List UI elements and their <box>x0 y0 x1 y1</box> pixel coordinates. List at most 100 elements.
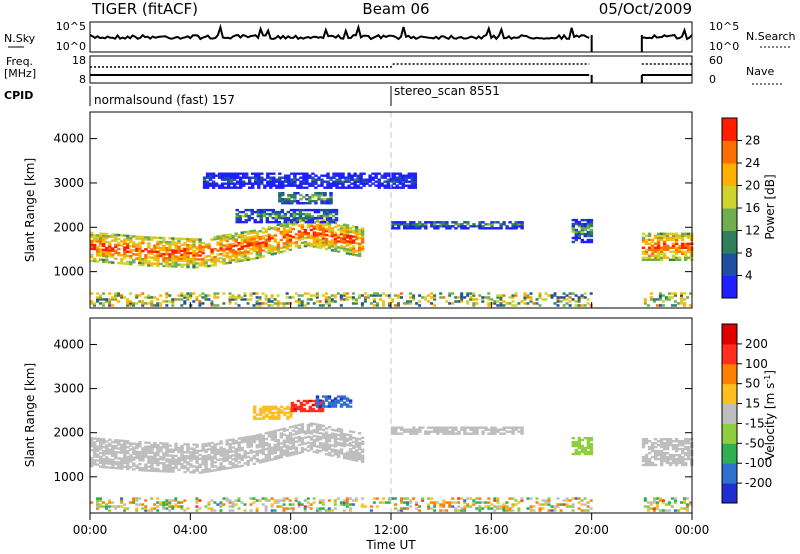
noise-cell <box>496 294 500 297</box>
echo-cell <box>117 247 121 251</box>
echo-cell <box>243 254 247 258</box>
echo-cell <box>284 184 288 187</box>
echo-cell <box>312 221 317 224</box>
echo-cell <box>684 252 688 255</box>
echo-cell <box>348 458 353 461</box>
echo-cell <box>108 253 112 256</box>
echo-cell <box>268 405 272 408</box>
echo-cell <box>267 457 272 460</box>
echo-cell <box>305 174 309 177</box>
noise-cell <box>117 292 121 295</box>
noise-cell <box>186 298 190 301</box>
noise-cell <box>454 509 458 512</box>
echo-cell <box>257 172 261 175</box>
noise-cell <box>339 304 343 307</box>
echo-cell <box>234 447 238 451</box>
echo-cell <box>237 234 241 237</box>
echo-cell <box>156 451 160 455</box>
noise-cell <box>442 509 446 512</box>
noise-cell <box>267 300 271 303</box>
echo-cell <box>192 258 196 261</box>
noise-cell <box>568 296 572 299</box>
noise-cell <box>189 294 193 297</box>
echo-cell <box>246 437 250 441</box>
echo-cell <box>120 463 124 466</box>
noise-cell <box>159 501 163 504</box>
nsky-panel: N.Sky 10^5 10^0 10^5 10^0 N.Search <box>4 20 796 53</box>
echo-cell <box>641 463 646 467</box>
noise-cell <box>165 300 169 303</box>
x-tick-label: 16:00 <box>474 523 509 537</box>
noise-cell <box>123 503 127 506</box>
noise-cell <box>330 509 334 512</box>
echo-cell <box>255 450 260 453</box>
echo-cell <box>348 226 353 230</box>
echo-cell <box>264 238 269 241</box>
echo-cell <box>90 441 94 444</box>
echo-cell <box>220 182 225 185</box>
echo-cell <box>687 455 691 459</box>
noise-cell <box>415 503 419 506</box>
echo-cell <box>144 236 148 239</box>
echo-cell <box>650 445 655 449</box>
echo-cell <box>288 230 293 233</box>
echo-cell <box>505 225 509 228</box>
echo-cell <box>332 184 336 187</box>
colorbar-tick-label: -100 <box>745 456 772 470</box>
echo-cell <box>180 452 184 456</box>
noise-cell <box>643 505 647 508</box>
echo-cell <box>264 443 269 447</box>
echo-cell <box>335 172 339 175</box>
noise-cell <box>541 298 545 301</box>
echo-cell <box>174 466 178 469</box>
echo-cell <box>222 459 226 463</box>
echo-cell <box>237 445 241 448</box>
noise-cell <box>442 499 446 502</box>
noise-cell <box>324 300 328 303</box>
echo-cell <box>262 409 266 412</box>
echo-cell <box>171 259 175 262</box>
echo-cell <box>198 258 202 261</box>
noise-cell <box>388 302 391 305</box>
echo-cell <box>180 253 184 256</box>
noise-cell <box>379 501 382 504</box>
echo-cell <box>586 230 591 234</box>
noise-cell <box>391 300 394 303</box>
echo-cell <box>647 234 652 237</box>
echo-cell <box>279 246 284 250</box>
noise-cell <box>457 501 461 504</box>
noise-cell <box>508 509 512 512</box>
echo-cell <box>230 186 234 189</box>
echo-cell <box>328 208 333 212</box>
noise-cell <box>448 294 452 297</box>
echo-cell <box>205 172 210 175</box>
noise-cell <box>487 505 491 508</box>
echo-cell <box>324 241 329 245</box>
echo-cell <box>102 260 106 264</box>
noise-cell <box>117 300 121 303</box>
noise-cell <box>484 501 488 504</box>
echo-cell <box>338 182 342 185</box>
echo-cell <box>248 186 252 189</box>
echo-cell <box>348 242 353 246</box>
echo-cell <box>299 176 303 179</box>
echo-cell <box>294 237 299 240</box>
noise-cell <box>382 304 385 307</box>
echo-cell <box>235 216 239 220</box>
echo-cell <box>665 232 670 235</box>
noise-cell <box>472 499 476 502</box>
echo-cell <box>246 256 250 259</box>
echo-cell <box>360 237 365 240</box>
echo-cell <box>99 465 103 468</box>
echo-cell <box>171 255 175 258</box>
noise-cell <box>382 497 385 500</box>
echo-cell <box>502 221 506 224</box>
echo-cell <box>234 258 238 261</box>
echo-cell <box>309 448 314 451</box>
echo-cell <box>249 445 253 448</box>
noise-cell <box>180 304 184 307</box>
echo-cell <box>681 250 685 253</box>
echo-cell <box>653 248 658 251</box>
echo-cell <box>129 244 133 248</box>
echo-cell <box>168 241 172 244</box>
